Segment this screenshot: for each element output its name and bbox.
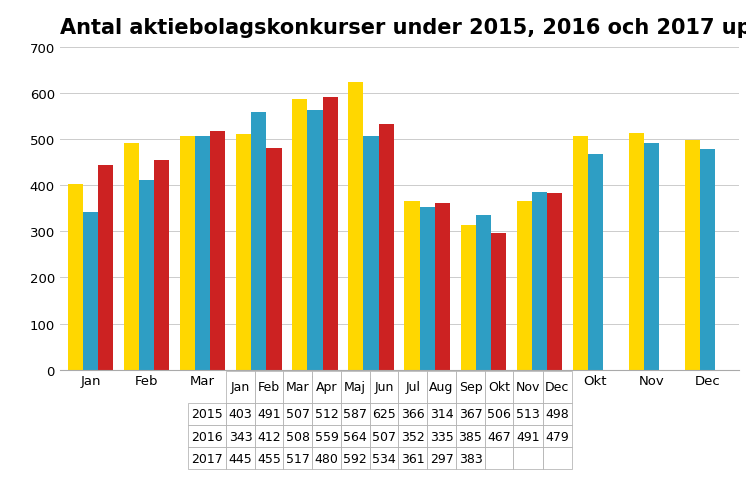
- Text: Antal aktiebolagskonkurser under 2015, 2016 och 2017 uppdelat per månad: Antal aktiebolagskonkurser under 2015, 2…: [60, 14, 746, 38]
- Bar: [588, 155, 603, 370]
- Bar: [363, 137, 379, 370]
- Bar: [251, 113, 266, 370]
- Bar: [124, 144, 139, 370]
- Bar: [573, 137, 588, 370]
- Bar: [685, 141, 700, 370]
- Bar: [419, 208, 435, 370]
- Bar: [379, 124, 394, 370]
- Bar: [139, 180, 154, 370]
- Bar: [322, 97, 338, 370]
- Bar: [460, 226, 476, 370]
- Bar: [532, 193, 547, 370]
- Bar: [154, 161, 169, 370]
- Bar: [491, 233, 506, 370]
- Bar: [404, 202, 419, 370]
- Bar: [292, 100, 307, 370]
- Bar: [98, 165, 113, 370]
- Bar: [517, 201, 532, 370]
- Bar: [68, 184, 83, 370]
- Bar: [435, 204, 450, 370]
- Bar: [629, 134, 644, 370]
- Bar: [236, 134, 251, 370]
- Bar: [547, 194, 562, 370]
- Bar: [266, 149, 281, 370]
- Bar: [700, 150, 715, 370]
- Bar: [348, 83, 363, 370]
- Bar: [210, 132, 225, 370]
- Bar: [195, 136, 210, 370]
- Bar: [180, 137, 195, 370]
- Bar: [644, 144, 659, 370]
- Bar: [476, 216, 491, 370]
- Bar: [83, 212, 98, 370]
- Bar: [307, 110, 322, 370]
